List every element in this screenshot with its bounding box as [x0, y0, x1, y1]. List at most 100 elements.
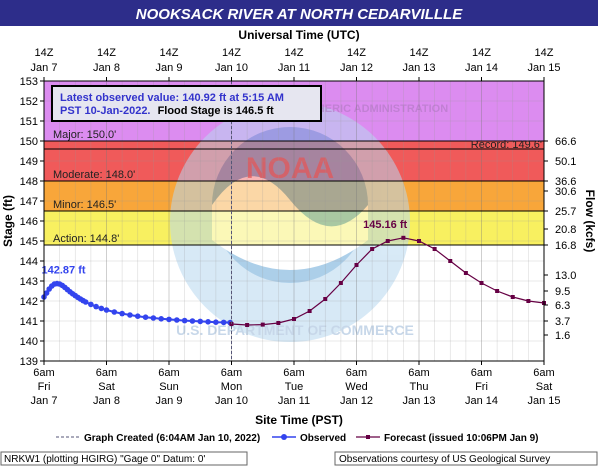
flow-tick-label: 25.7: [555, 206, 576, 218]
forecast-point: [479, 281, 484, 285]
top-tick-date: Jan 8: [93, 62, 120, 74]
observed-point: [189, 318, 196, 324]
bottom-tick-time: 6am: [471, 367, 492, 379]
top-tick-date: Jan 10: [215, 62, 248, 74]
forecast-point: [338, 281, 343, 285]
top-tick-date: Jan 11: [278, 62, 310, 74]
y-tick-label: 146: [20, 216, 38, 228]
top-tick-date: Jan 9: [156, 62, 183, 74]
bottom-tick-date: Jan 14: [465, 395, 498, 407]
footer-right-text: Observations courtesy of US Geological S…: [339, 454, 550, 465]
observed-point: [127, 312, 133, 318]
top-tick-time: 14Z: [160, 47, 179, 59]
observed-point: [166, 316, 172, 323]
legend-forecast-marker: [366, 435, 370, 439]
flow-tick-label: 20.8: [555, 224, 576, 236]
forecast-point: [385, 239, 390, 243]
footer-right-box: [334, 451, 598, 466]
bottom-tick-time: 6am: [533, 367, 554, 379]
chart-title: NOOKSACK RIVER AT NORTH CEDARVILLLE: [136, 6, 463, 23]
record-label: Record: 149.6': [471, 139, 542, 151]
legend-observed-marker: [281, 434, 287, 440]
flow-tick-label: 9.5: [555, 286, 570, 298]
flood-band-label: Moderate: 148.0': [53, 169, 135, 181]
observed-point: [197, 318, 204, 325]
y-tick-label: 151: [20, 116, 38, 128]
y-tick-label: 139: [20, 356, 38, 368]
y-tick-label: 140: [20, 336, 38, 348]
observed-point: [181, 317, 188, 324]
observed-point: [93, 303, 99, 310]
flow-tick-label: 3.7: [555, 316, 570, 328]
watermark-bird: [212, 176, 368, 270]
forecast-point: [432, 247, 437, 251]
observed-point: [150, 315, 157, 321]
info-line-2-date: PST 10-Jan-2022.: [60, 105, 151, 117]
observed-point: [103, 307, 110, 313]
footer-left-text: NRKW1 (plotting HGIRG) "Gage 0" Datum: 0…: [4, 454, 205, 465]
y-tick-label: 147: [20, 196, 38, 208]
top-axis: 14Z Jan 7 14Z Jan 8 14Z Jan 9 14Z Jan 10 14Z Jan …: [31, 47, 561, 81]
flow-tick-label: 13.0: [555, 270, 576, 282]
observed-point: [213, 319, 219, 326]
bottom-tick-day: Sat: [536, 381, 553, 393]
legend-created-label: Graph Created (6:04AM Jan 10, 2022): [84, 433, 260, 444]
forecast-point: [323, 297, 328, 301]
y-tick-label: 142: [20, 296, 38, 308]
forecast-point: [260, 322, 265, 327]
forecast-point: [510, 295, 515, 299]
legend: Graph Created (6:04AM Jan 10, 2022) Obse…: [56, 433, 539, 444]
peak-label: 145.16 ft: [363, 219, 407, 231]
y-tick-label: 145: [20, 236, 38, 248]
bottom-tick-time: 6am: [96, 367, 117, 379]
y-tick-label: 153: [20, 76, 38, 88]
y-tick-label: 141: [20, 316, 38, 328]
bottom-tick-day: Tue: [285, 381, 304, 393]
bottom-tick-time: 6am: [408, 367, 429, 379]
forecast-point: [417, 239, 421, 243]
observed-point: [205, 319, 211, 325]
top-tick-time: 14Z: [410, 47, 429, 59]
bottom-tick-day: Thu: [410, 381, 429, 393]
forecast-point: [463, 271, 468, 275]
top-tick-date: Jan 15: [527, 62, 560, 74]
top-tick-date: Jan 13: [402, 62, 435, 74]
bottom-tick-day: Fri: [475, 381, 488, 393]
forecast-point: [354, 263, 359, 267]
info-line-2-flood: Flood Stage is 146.5 ft: [158, 105, 274, 117]
bottom-tick-date: Jan 15: [527, 395, 560, 407]
observed-point: [82, 299, 89, 305]
forecast-point: [401, 235, 406, 240]
top-tick-time: 14Z: [35, 47, 54, 59]
y-tick-label: 152: [20, 96, 38, 108]
legend-observed-label: Observed: [300, 433, 346, 444]
y-tick-label: 143: [20, 276, 38, 288]
top-tick-date: Jan 7: [31, 62, 58, 74]
bottom-tick-day: Wed: [345, 381, 367, 393]
bottom-tick-date: Jan 13: [402, 395, 435, 407]
bottom-tick-day: Fri: [38, 381, 51, 393]
observed-point: [119, 310, 125, 317]
plot-area: NOAA NATIONAL OCEANIC AND ATMOSPHERIC AD…: [41, 80, 546, 362]
observed-point: [220, 319, 227, 326]
top-axis-title: Universal Time (UTC): [238, 28, 359, 42]
top-tick-time: 14Z: [535, 47, 554, 59]
bottom-tick-time: 6am: [158, 367, 179, 379]
forecast-point: [245, 323, 250, 327]
observed-point: [43, 290, 50, 296]
bottom-tick-time: 6am: [346, 367, 367, 379]
bottom-tick-day: Sun: [159, 381, 179, 393]
y-tick-label: 144: [20, 256, 38, 268]
flow-tick-label: 30.6: [555, 186, 576, 198]
forecast-point: [370, 247, 375, 251]
top-tick-date: Jan 12: [340, 62, 373, 74]
observed-point: [98, 305, 105, 312]
forecast-point: [495, 289, 500, 293]
top-tick-time: 14Z: [222, 47, 241, 59]
forecast-point: [276, 321, 281, 325]
y-axis-label-left: Stage (ft): [1, 195, 15, 247]
left-axis: 139 140 141 142 143 144 145 146 147 148 149 150 151 1…: [20, 76, 44, 368]
bottom-axis: 6am Fri Jan 7 6am Sat Jan 8 6am Sun Jan 9 6am Mon J…: [31, 361, 561, 407]
bottom-tick-date: Jan 7: [31, 395, 58, 407]
